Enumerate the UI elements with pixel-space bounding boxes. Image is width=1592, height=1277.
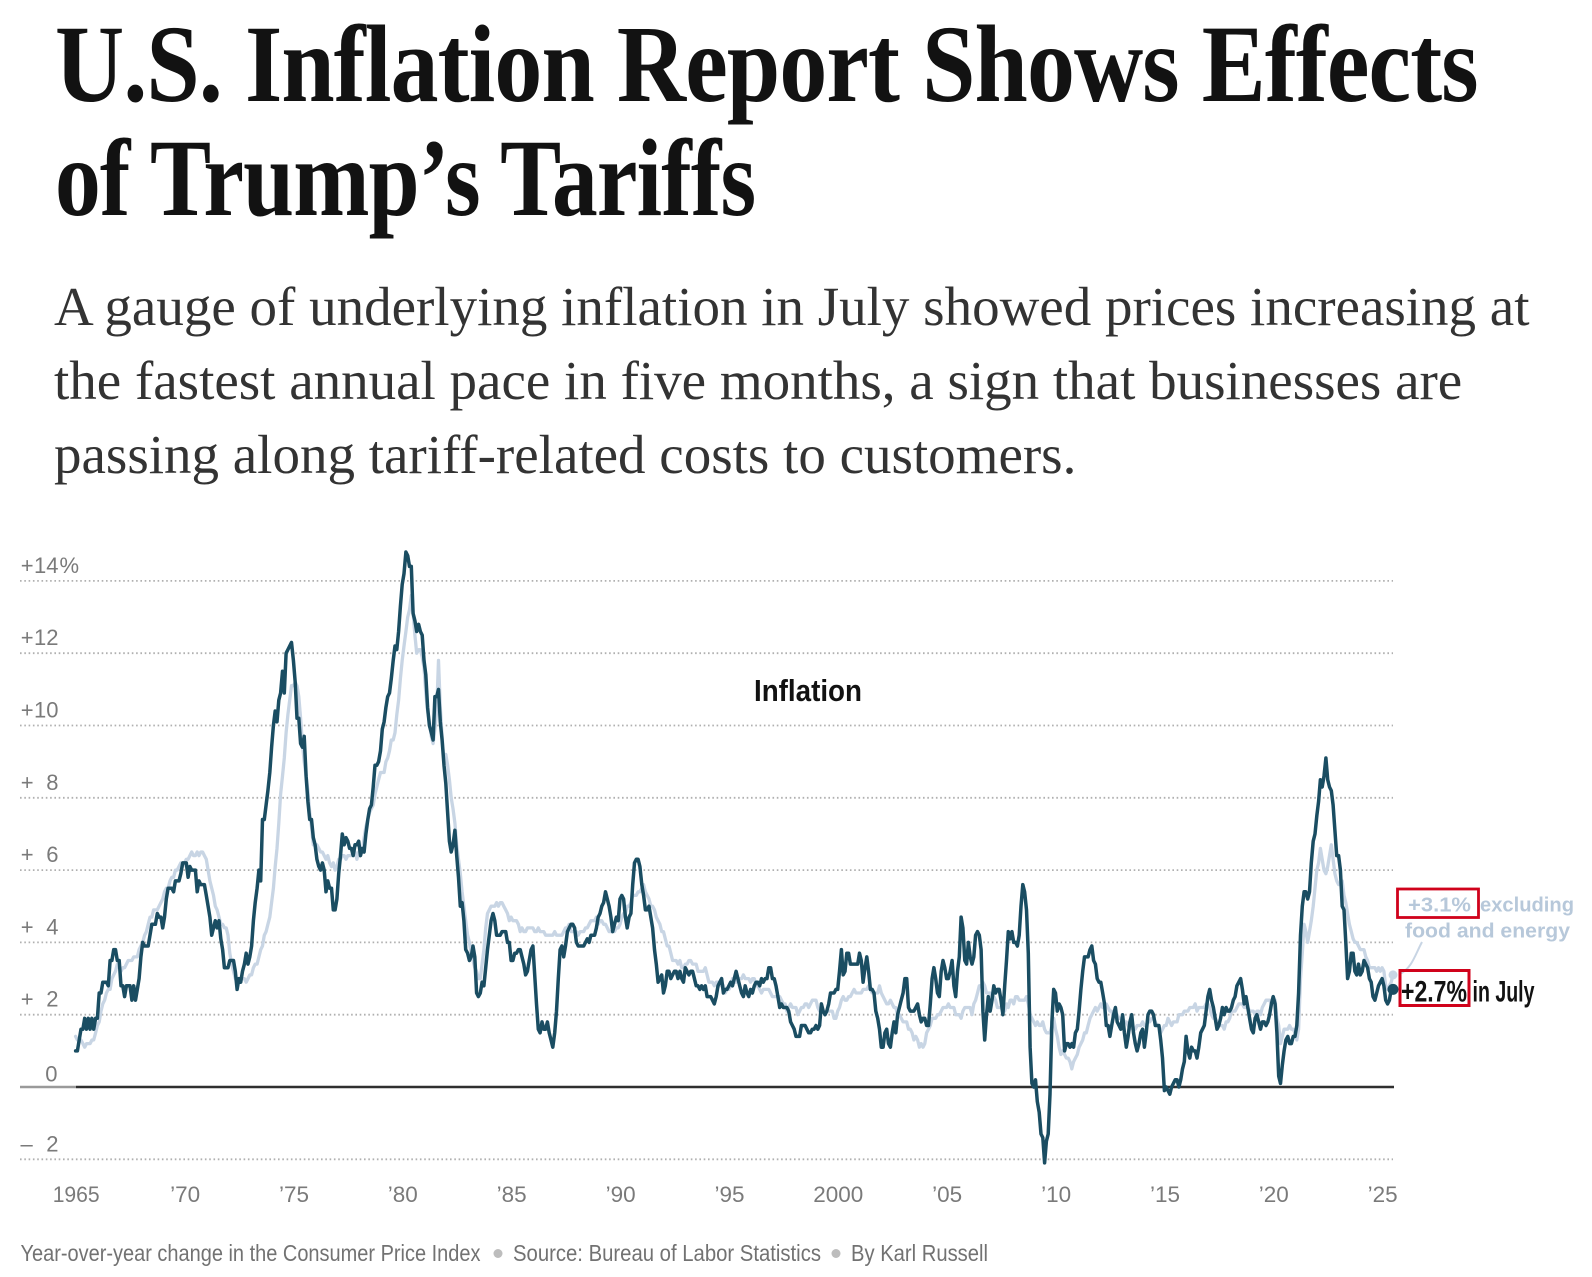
svg-text:+3.1%: +3.1% [1408, 895, 1471, 917]
svg-text:+2.7%: +2.7% [1401, 976, 1467, 1009]
svg-text:8: 8 [46, 770, 58, 795]
svg-text:2: 2 [46, 987, 58, 1012]
svg-text:+: + [21, 842, 34, 867]
svg-text:6: 6 [46, 842, 58, 867]
svg-text:+: + [21, 625, 34, 650]
svg-text:+: + [21, 914, 34, 939]
svg-text:0: 0 [45, 1062, 57, 1087]
svg-text:+: + [21, 698, 34, 723]
svg-text:4: 4 [46, 914, 58, 939]
svg-text:’95: ’95 [715, 1182, 745, 1207]
svg-text:Inflation: Inflation [754, 673, 862, 708]
svg-text:’15: ’15 [1150, 1182, 1180, 1207]
svg-text:10: 10 [34, 698, 58, 723]
svg-text:2000: 2000 [813, 1182, 863, 1207]
svg-text:excluding: excluding [1480, 895, 1574, 917]
svg-text:+: + [21, 987, 34, 1012]
svg-text:’80: ’80 [388, 1182, 418, 1207]
svg-text:’90: ’90 [606, 1182, 636, 1207]
svg-text:+: + [21, 770, 34, 795]
svg-text:12: 12 [34, 625, 58, 650]
svg-text:’10: ’10 [1041, 1182, 1071, 1207]
svg-text:+: + [21, 553, 34, 578]
svg-text:’85: ’85 [497, 1182, 527, 1207]
svg-text:’20: ’20 [1259, 1182, 1289, 1207]
svg-text:Source: Bureau of Labor Statis: Source: Bureau of Labor Statistics [513, 1240, 821, 1266]
svg-text:’05: ’05 [932, 1182, 962, 1207]
svg-text:in July: in July [1473, 976, 1535, 1009]
svg-text:2: 2 [46, 1131, 58, 1156]
svg-text:By Karl Russell: By Karl Russell [851, 1240, 988, 1266]
svg-text:food and energy: food and energy [1405, 921, 1571, 943]
svg-text:14: 14 [34, 553, 58, 578]
svg-text:1965: 1965 [53, 1182, 100, 1207]
svg-text:’70: ’70 [170, 1182, 200, 1207]
svg-text:’75: ’75 [279, 1182, 309, 1207]
svg-text:Year-over-year change in the C: Year-over-year change in the Consumer Pr… [21, 1240, 481, 1266]
svg-text:’25: ’25 [1368, 1182, 1398, 1207]
svg-text:%: % [60, 553, 80, 578]
svg-text:–: – [21, 1131, 34, 1156]
